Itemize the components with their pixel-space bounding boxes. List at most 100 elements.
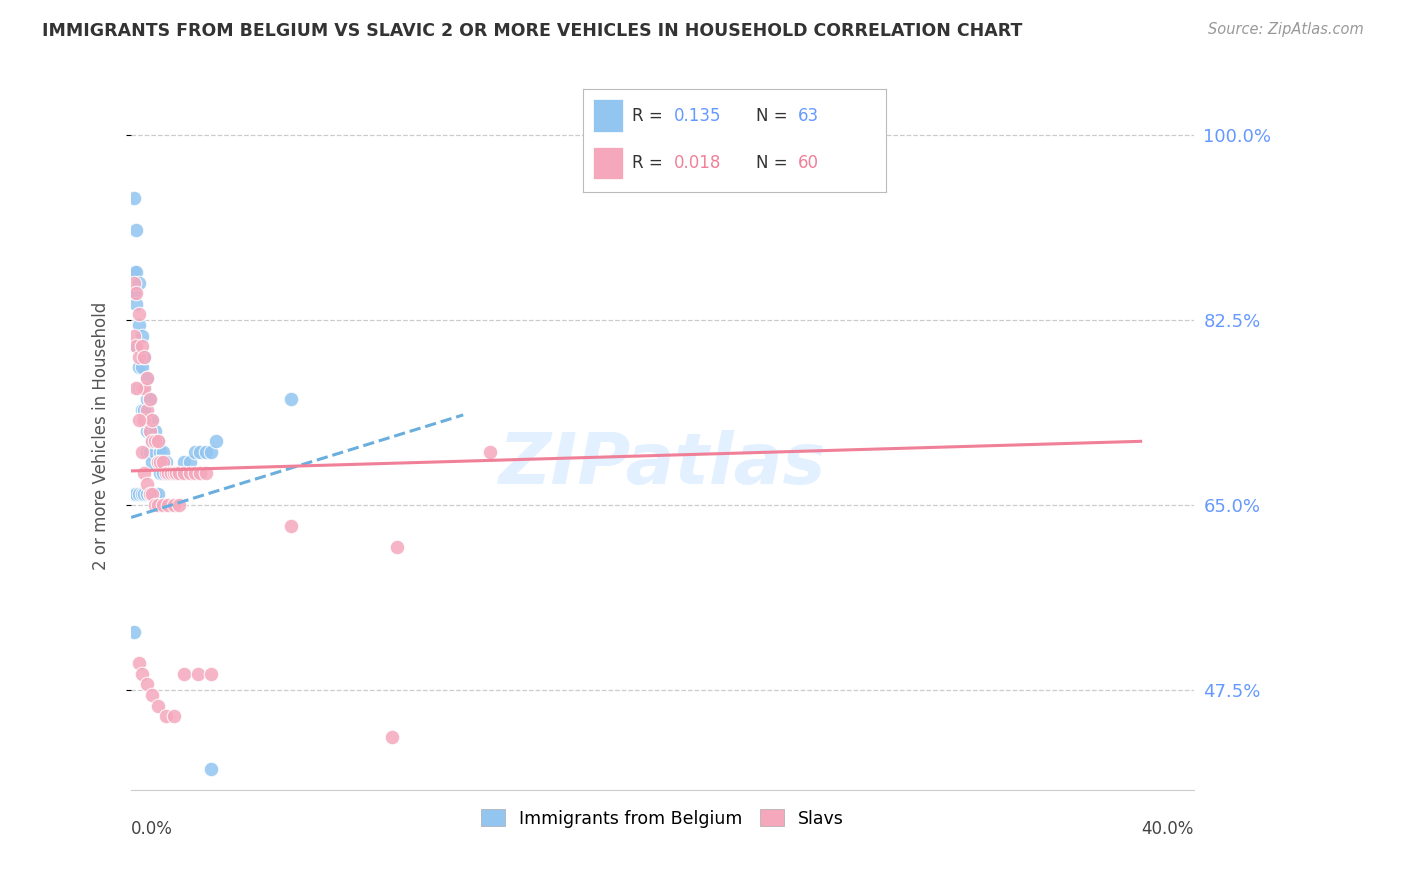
Point (136, 371, 159, 385)
Point (128, 360, 150, 375)
Text: R =: R = (631, 154, 668, 172)
Point (143, 434, 166, 449)
Point (173, 666, 195, 681)
Point (160, 466, 183, 480)
Point (146, 487, 169, 501)
Point (136, 487, 159, 501)
Point (163, 709, 186, 723)
Point (139, 392, 162, 406)
Point (134, 381, 156, 395)
Point (125, 223, 148, 237)
Bar (592, 99, 623, 132)
Text: 0.018: 0.018 (675, 154, 721, 172)
Point (149, 466, 172, 480)
Text: Source: ZipAtlas.com: Source: ZipAtlas.com (1208, 22, 1364, 37)
Point (194, 466, 217, 480)
Point (134, 466, 156, 480)
Point (122, 276, 145, 290)
Point (125, 339, 148, 353)
Point (157, 466, 180, 480)
Point (152, 498, 174, 512)
Point (205, 434, 228, 449)
Point (139, 445, 162, 459)
Point (149, 455, 172, 469)
Point (141, 434, 163, 449)
Point (165, 466, 187, 480)
Point (125, 297, 148, 311)
Point (131, 328, 153, 343)
Point (128, 487, 150, 501)
Point (146, 698, 169, 713)
Bar (592, 146, 623, 179)
Point (143, 424, 166, 438)
Point (141, 413, 163, 427)
Text: 60: 60 (799, 154, 820, 172)
Text: 0.135: 0.135 (675, 107, 721, 125)
Point (385, 540, 408, 554)
Point (131, 402, 153, 417)
Point (380, 731, 402, 745)
Point (146, 434, 169, 449)
Point (173, 455, 195, 469)
Point (141, 413, 163, 427)
Point (141, 487, 163, 501)
Point (143, 498, 166, 512)
Point (125, 339, 148, 353)
Text: 40.0%: 40.0% (1142, 820, 1194, 838)
Point (136, 371, 159, 385)
Point (184, 445, 207, 459)
Text: ZIPatlas: ZIPatlas (499, 430, 827, 499)
Point (128, 318, 150, 332)
Text: N =: N = (756, 154, 793, 172)
Point (167, 466, 190, 480)
Point (152, 466, 174, 480)
Point (136, 424, 159, 438)
Text: 0.0%: 0.0% (131, 820, 173, 838)
Point (134, 487, 156, 501)
Y-axis label: 2 or more Vehicles in Household: 2 or more Vehicles in Household (93, 301, 110, 570)
Point (146, 455, 169, 469)
Point (122, 191, 145, 205)
Point (125, 265, 148, 279)
Point (170, 466, 193, 480)
Point (134, 350, 156, 364)
Point (131, 360, 153, 375)
Point (200, 762, 222, 776)
Point (134, 413, 156, 427)
Point (163, 466, 186, 480)
Point (157, 498, 180, 512)
Point (122, 286, 145, 301)
Point (194, 445, 217, 459)
Point (179, 466, 201, 480)
Point (125, 381, 148, 395)
Point (280, 519, 302, 533)
Point (143, 487, 166, 501)
Text: IMMIGRANTS FROM BELGIUM VS SLAVIC 2 OR MORE VEHICLES IN HOUSEHOLD CORRELATION CH: IMMIGRANTS FROM BELGIUM VS SLAVIC 2 OR M… (42, 22, 1022, 40)
Point (167, 498, 190, 512)
Point (152, 445, 174, 459)
Point (143, 445, 166, 459)
Point (131, 666, 153, 681)
Point (200, 445, 222, 459)
Point (131, 381, 153, 395)
Text: 63: 63 (799, 107, 820, 125)
Point (163, 498, 186, 512)
Point (125, 487, 148, 501)
Point (179, 455, 201, 469)
Point (478, 445, 501, 459)
Point (128, 350, 150, 364)
Point (141, 434, 163, 449)
Point (141, 487, 163, 501)
Point (280, 392, 302, 406)
Point (122, 624, 145, 639)
Point (149, 445, 172, 459)
Point (136, 402, 159, 417)
Legend: Immigrants from Belgium, Slavs: Immigrants from Belgium, Slavs (474, 803, 851, 835)
Point (131, 445, 153, 459)
Point (167, 466, 190, 480)
Point (128, 308, 150, 322)
Point (128, 381, 150, 395)
Point (128, 657, 150, 671)
Point (131, 381, 153, 395)
Point (146, 434, 169, 449)
